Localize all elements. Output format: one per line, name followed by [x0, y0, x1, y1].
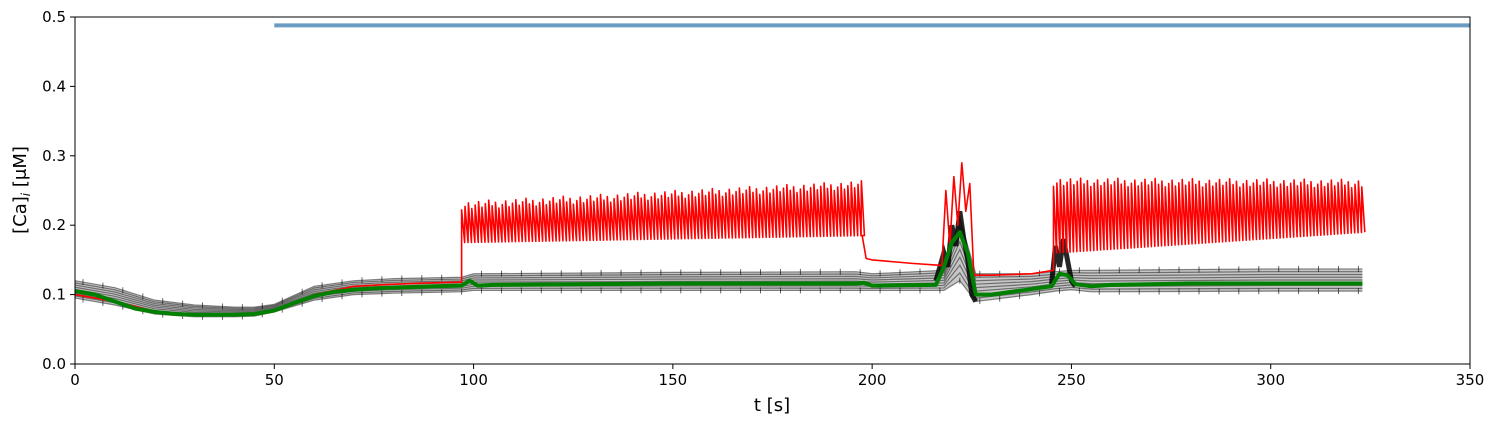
axes-frame — [74, 16, 1471, 365]
x-tick-label: 0 — [70, 371, 80, 389]
y-axis-label-main: [Ca] — [10, 196, 31, 234]
ensemble-band — [75, 218, 1363, 317]
y-axis-label-unit: [μM] — [10, 146, 31, 193]
ensemble-tick-marks — [82, 215, 1359, 320]
x-tick-label: 350 — [1456, 371, 1485, 389]
x-tick-label: 150 — [659, 371, 688, 389]
x-tick-label: 50 — [265, 371, 284, 389]
y-tick-label: 0.2 — [42, 216, 66, 234]
y-tick-label: 0.5 — [42, 8, 66, 26]
x-tick-label: 200 — [858, 371, 887, 389]
x-axis-label: t [s] — [754, 395, 790, 416]
plot-area — [74, 23, 1470, 320]
y-axis-ticks: 0.0 0.1 0.2 0.3 0.4 0.5 — [42, 8, 75, 373]
y-tick-label: 0.4 — [42, 77, 66, 95]
ensemble-trace — [74, 279, 1363, 318]
ensemble-trace — [74, 216, 1363, 308]
y-tick-label: 0.0 — [42, 355, 66, 373]
ensemble-trace — [74, 248, 1363, 313]
x-axis-ticks: 0 50 100 150 200 250 300 350 — [70, 364, 1484, 389]
y-tick-label: 0.1 — [42, 286, 66, 304]
mean-trace — [74, 230, 1363, 317]
x-tick-label: 250 — [1057, 371, 1086, 389]
x-tick-label: 100 — [459, 371, 488, 389]
y-axis-label-subscript: i — [19, 192, 33, 196]
y-axis-label: [Ca]i [μM] — [10, 146, 33, 234]
x-tick-label: 300 — [1256, 371, 1285, 389]
y-tick-label: 0.3 — [42, 147, 66, 165]
highlight-trace — [74, 161, 1366, 316]
